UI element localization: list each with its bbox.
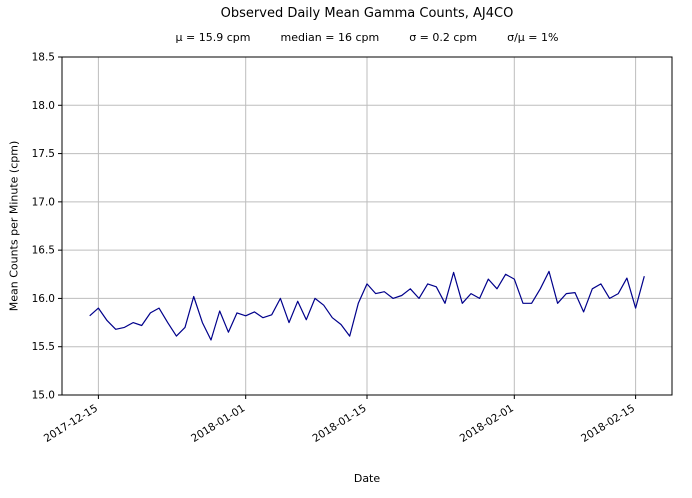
stat-sigma: σ = 0.2 cpm: [409, 31, 478, 44]
y-tick-label: 15.0: [32, 390, 55, 402]
x-tick-label: 2018-02-01: [458, 402, 516, 445]
x-tick-label: 2018-01-01: [189, 402, 247, 445]
x-tick-label: 2018-01-15: [310, 402, 368, 445]
y-tick-label: 18.5: [32, 52, 55, 64]
stat-mean: μ = 15.9 cpm: [175, 31, 251, 44]
stat-sigma-over-mu: σ/μ = 1%: [507, 31, 559, 44]
x-axis-label: Date: [353, 472, 381, 485]
stat-median: median = 16 cpm: [280, 31, 380, 44]
y-tick-label: 16.0: [32, 293, 55, 305]
x-tick-label: 2018-02-15: [579, 402, 637, 445]
y-tick-label: 18.0: [32, 100, 55, 112]
y-tick-label: 17.5: [32, 148, 55, 160]
x-tick-label: 2017-12-15: [42, 402, 100, 445]
y-tick-label: 16.5: [32, 245, 55, 257]
chart-subtitle: μ = 15.9 cpm median = 16 cpm σ = 0.2 cpm…: [62, 31, 672, 44]
y-axis-label: Mean Counts per Minute (cpm): [7, 140, 21, 312]
y-tick-label: 17.0: [32, 196, 55, 208]
y-tick-label: 15.5: [32, 341, 55, 353]
data-line: [89, 270, 645, 341]
plot-border: [61, 56, 673, 396]
chart-title: Observed Daily Mean Gamma Counts, AJ4CO: [220, 6, 514, 21]
